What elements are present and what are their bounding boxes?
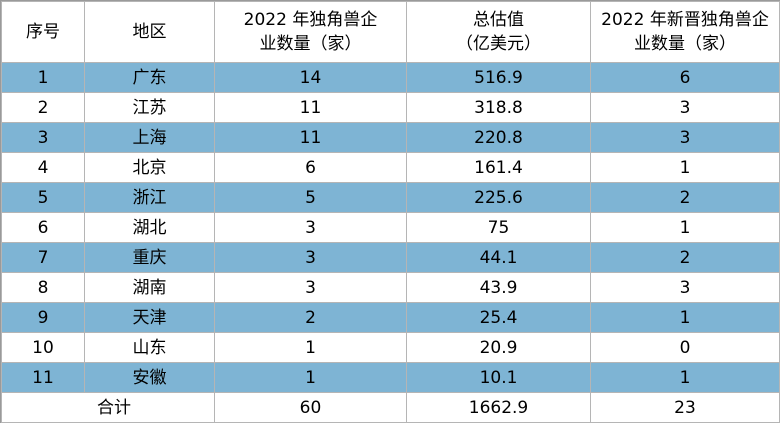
cell-index: 11 [1,362,85,393]
cell-index: 5 [1,182,85,213]
table-row: 2 江苏 11 318.8 3 [1,92,780,123]
cell-count: 1 [214,332,407,363]
cell-valuation: 25.4 [406,302,591,333]
cell-region: 上海 [84,122,215,153]
cell-count: 6 [214,152,407,183]
header-row: 序号 地区 2022 年独角兽企 业数量（家） 总估值 （亿美元） 2022 年… [1,1,780,63]
header-new-2022-line1: 2022 年新晋独角兽企 [601,10,769,30]
total-new: 23 [590,392,780,423]
table-row: 5 浙江 5 225.6 2 [1,182,780,213]
cell-region: 安徽 [84,362,215,393]
cell-new: 3 [590,272,780,303]
cell-index: 2 [1,92,85,123]
cell-count: 11 [214,122,407,153]
cell-new: 3 [590,122,780,153]
header-count-2022-line2: 业数量（家） [259,34,362,54]
table-row: 4 北京 6 161.4 1 [1,152,780,183]
cell-index: 10 [1,332,85,363]
table-row: 8 湖南 3 43.9 3 [1,272,780,303]
cell-count: 3 [214,212,407,243]
cell-region: 湖南 [84,272,215,303]
cell-index: 3 [1,122,85,153]
cell-valuation: 318.8 [406,92,591,123]
cell-count: 14 [214,62,407,93]
cell-valuation: 10.1 [406,362,591,393]
header-valuation: 总估值 （亿美元） [406,1,591,63]
header-index: 序号 [1,1,85,63]
cell-count: 11 [214,92,407,123]
cell-new: 2 [590,242,780,273]
header-new-2022: 2022 年新晋独角兽企 业数量（家） [590,1,780,63]
table-row: 11 安徽 1 10.1 1 [1,362,780,393]
cell-new: 1 [590,362,780,393]
cell-valuation: 43.9 [406,272,591,303]
cell-index: 1 [1,62,85,93]
cell-new: 1 [590,152,780,183]
cell-count: 3 [214,242,407,273]
cell-region: 山东 [84,332,215,363]
table-row: 1 广东 14 516.9 6 [1,62,780,93]
cell-new: 1 [590,302,780,333]
cell-count: 2 [214,302,407,333]
cell-new: 3 [590,92,780,123]
cell-valuation: 225.6 [406,182,591,213]
cell-valuation: 516.9 [406,62,591,93]
total-count: 60 [214,392,407,423]
cell-new: 0 [590,332,780,363]
cell-new: 1 [590,212,780,243]
header-count-2022-line1: 2022 年独角兽企 [243,10,378,30]
header-new-2022-line2: 业数量（家） [634,34,736,54]
total-valuation: 1662.9 [406,392,591,423]
cell-region: 浙江 [84,182,215,213]
table-body: 1 广东 14 516.9 6 2 江苏 11 318.8 3 3 上海 11 220.8 3 4 北京 6 161… [1,62,780,393]
cell-region: 湖北 [84,212,215,243]
cell-valuation: 161.4 [406,152,591,183]
cell-index: 7 [1,242,85,273]
total-row: 合计 60 1662.9 23 [1,392,780,423]
cell-count: 3 [214,272,407,303]
header-valuation-line1: 总估值 [473,10,524,30]
cell-count: 5 [214,182,407,213]
cell-region: 江苏 [84,92,215,123]
cell-index: 4 [1,152,85,183]
cell-valuation: 75 [406,212,591,243]
table-row: 3 上海 11 220.8 3 [1,122,780,153]
cell-new: 2 [590,182,780,213]
cell-region: 天津 [84,302,215,333]
cell-region: 北京 [84,152,215,183]
cell-valuation: 220.8 [406,122,591,153]
table-row: 10 山东 1 20.9 0 [1,332,780,363]
cell-new: 6 [590,62,780,93]
cell-valuation: 44.1 [406,242,591,273]
header-count-2022: 2022 年独角兽企 业数量（家） [214,1,407,63]
cell-index: 8 [1,272,85,303]
cell-index: 6 [1,212,85,243]
header-region: 地区 [84,1,215,63]
header-valuation-line2: （亿美元） [456,34,541,54]
total-label: 合计 [1,392,215,423]
table-footer: 合计 60 1662.9 23 [1,392,780,423]
cell-region: 广东 [84,62,215,93]
cell-index: 9 [1,302,85,333]
cell-valuation: 20.9 [406,332,591,363]
cell-region: 重庆 [84,242,215,273]
table-header: 序号 地区 2022 年独角兽企 业数量（家） 总估值 （亿美元） 2022 年… [1,1,780,63]
cell-count: 1 [214,362,407,393]
table-row: 7 重庆 3 44.1 2 [1,242,780,273]
table-row: 9 天津 2 25.4 1 [1,302,780,333]
table-row: 6 湖北 3 75 1 [1,212,780,243]
